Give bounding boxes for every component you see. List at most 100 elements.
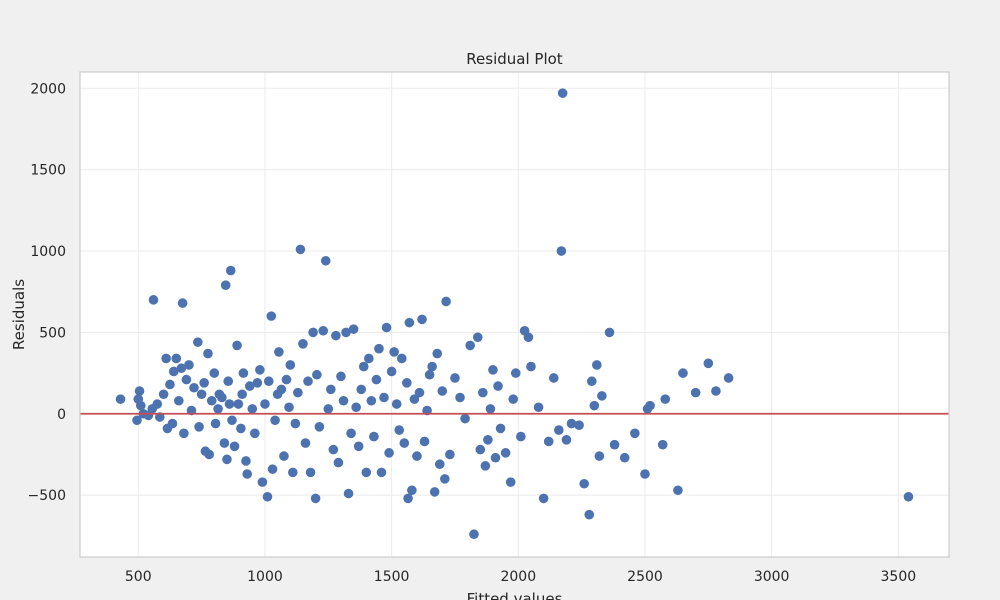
data-point xyxy=(308,327,318,338)
data-point xyxy=(379,392,389,403)
data-point xyxy=(358,361,369,372)
data-point xyxy=(338,395,349,406)
y-tick-label: 1000 xyxy=(30,244,66,260)
data-point xyxy=(424,369,435,380)
data-point xyxy=(196,389,207,400)
data-point xyxy=(660,394,671,404)
data-point xyxy=(314,421,325,432)
data-point xyxy=(557,88,568,98)
data-point xyxy=(255,365,265,375)
data-point xyxy=(434,459,445,470)
data-point xyxy=(152,399,163,409)
data-point xyxy=(441,296,451,307)
data-point xyxy=(210,418,221,429)
y-axis-title: Residuals xyxy=(10,279,28,350)
data-point xyxy=(168,366,179,377)
data-point xyxy=(285,360,296,370)
data-point xyxy=(274,347,284,357)
data-point xyxy=(333,457,344,468)
data-point xyxy=(561,435,572,445)
x-tick-label: 2000 xyxy=(500,569,536,585)
x-tick-label: 3000 xyxy=(754,569,790,585)
y-tick-label: 2000 xyxy=(30,81,66,97)
data-point xyxy=(237,389,247,400)
data-point xyxy=(478,387,488,398)
data-point xyxy=(432,348,443,359)
data-point xyxy=(288,467,298,478)
data-point xyxy=(427,361,437,372)
data-point xyxy=(244,381,255,391)
data-point xyxy=(630,428,640,439)
data-point xyxy=(493,381,503,391)
data-point xyxy=(488,365,498,375)
points-layer xyxy=(115,88,914,540)
data-point xyxy=(469,529,479,540)
data-point xyxy=(193,337,203,347)
data-point xyxy=(465,340,475,351)
data-point xyxy=(219,438,230,448)
data-point xyxy=(386,366,397,377)
data-point xyxy=(485,404,496,414)
data-point xyxy=(241,456,251,466)
data-point xyxy=(262,491,273,502)
data-point xyxy=(391,399,402,409)
data-point xyxy=(250,428,260,439)
data-point xyxy=(179,428,189,439)
data-point xyxy=(199,378,209,388)
data-point xyxy=(389,347,399,357)
data-point xyxy=(220,280,231,291)
x-tick-label: 500 xyxy=(125,569,152,585)
data-point xyxy=(284,402,294,413)
data-point xyxy=(437,386,448,396)
data-point xyxy=(556,246,567,256)
data-point xyxy=(429,487,440,497)
data-point xyxy=(711,386,721,396)
data-point xyxy=(331,330,341,341)
data-point xyxy=(134,386,145,396)
data-point xyxy=(495,423,506,434)
data-point xyxy=(376,467,387,478)
data-point xyxy=(260,399,270,409)
data-point xyxy=(371,374,382,385)
data-point xyxy=(312,369,322,380)
data-point xyxy=(574,420,584,430)
data-point xyxy=(394,425,405,435)
data-point xyxy=(480,461,491,471)
data-point xyxy=(566,418,577,429)
x-tick-label: 2500 xyxy=(627,569,663,585)
data-point xyxy=(227,415,237,426)
data-point xyxy=(203,348,213,359)
data-point xyxy=(341,327,351,338)
data-point xyxy=(204,449,215,460)
data-point xyxy=(483,435,493,445)
data-point xyxy=(640,469,650,479)
data-point xyxy=(526,361,536,372)
data-point xyxy=(165,379,175,390)
data-point xyxy=(353,441,364,452)
data-point xyxy=(381,322,392,333)
data-point xyxy=(281,374,292,385)
data-point xyxy=(516,431,526,442)
data-point xyxy=(115,394,126,404)
data-point xyxy=(543,436,554,447)
data-point xyxy=(189,382,199,393)
x-tick-labels: 500 1000 1500 2000 2500 3000 3500 xyxy=(125,569,916,585)
data-point xyxy=(171,353,182,364)
data-point xyxy=(181,374,192,385)
x-tick-label: 1500 xyxy=(374,569,410,585)
data-point xyxy=(490,452,501,463)
data-point xyxy=(346,428,356,439)
data-point xyxy=(305,467,316,478)
x-axis-title: Fitted values xyxy=(467,590,563,600)
data-point xyxy=(402,378,412,388)
data-point xyxy=(267,464,278,474)
data-point xyxy=(412,451,422,461)
data-point xyxy=(403,493,413,504)
data-point xyxy=(414,387,425,398)
data-point xyxy=(232,340,242,351)
y-tick-label: 0 xyxy=(57,407,66,423)
data-point xyxy=(619,452,630,463)
data-point xyxy=(348,324,359,334)
data-point xyxy=(343,488,354,499)
data-point xyxy=(320,255,331,266)
